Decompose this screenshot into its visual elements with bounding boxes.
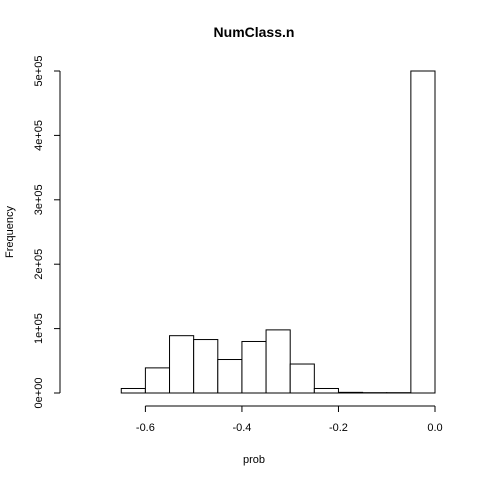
histogram-bar [313, 387, 339, 394]
histogram-bar [217, 359, 243, 394]
y-tick-label: 0e+00 [33, 378, 45, 409]
histogram-bar [120, 387, 146, 394]
x-tick-label: -0.4 [232, 422, 251, 434]
y-tick-label: 1e+05 [33, 313, 45, 344]
histogram-bar [169, 335, 195, 394]
x-tick-label: 0.0 [427, 422, 442, 434]
x-axis: -0.6 -0.4 -0.2 0.0 [136, 405, 443, 434]
histogram-bar [337, 391, 364, 394]
x-tick-label: -0.6 [136, 422, 155, 434]
y-tick-label: 5e+05 [33, 56, 45, 87]
histogram-bar [193, 339, 219, 394]
y-tick-label: 2e+05 [33, 249, 45, 280]
y-axis-label: Frequency [4, 206, 16, 258]
chart-title: NumClass.n [214, 24, 295, 40]
histogram-bar [289, 363, 315, 394]
histogram-bar [265, 329, 291, 394]
y-axis: 0e+00 1e+05 2e+05 3e+05 4e+05 5e+05 [33, 56, 61, 409]
y-tick-label: 3e+05 [33, 184, 45, 215]
x-tick-label: -0.2 [329, 422, 348, 434]
histogram-bar [410, 70, 436, 394]
x-axis-label: prob [243, 454, 265, 466]
y-tick-label: 4e+05 [33, 120, 45, 151]
histogram-bar [144, 367, 171, 394]
histogram-bar [241, 340, 267, 394]
histogram-bars [120, 70, 436, 394]
